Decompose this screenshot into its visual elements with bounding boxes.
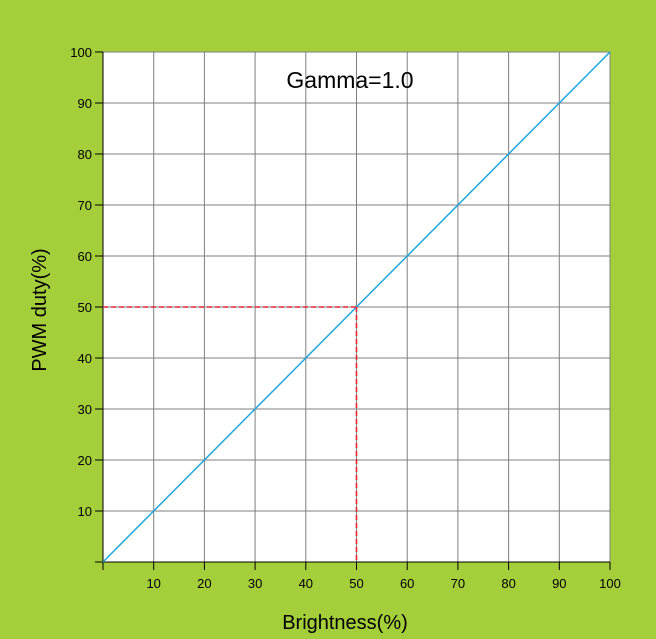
y-axis-label: PWM duty(%) bbox=[29, 248, 51, 371]
y-tick-label: 60 bbox=[78, 249, 92, 264]
x-tick-label: 30 bbox=[248, 576, 262, 591]
x-tick-label: 60 bbox=[400, 576, 414, 591]
x-tick-label: 100 bbox=[599, 576, 621, 591]
y-tick-label: 30 bbox=[78, 402, 92, 417]
x-tick-label: 20 bbox=[197, 576, 211, 591]
x-tick-label: 80 bbox=[501, 576, 515, 591]
y-tick-label: 10 bbox=[78, 504, 92, 519]
y-tick-label: 50 bbox=[78, 300, 92, 315]
axis-ticks bbox=[95, 51, 611, 570]
y-tick-label: 70 bbox=[78, 198, 92, 213]
y-tick-label: 20 bbox=[78, 453, 92, 468]
x-tick-label: 70 bbox=[451, 576, 465, 591]
y-tick-label: 90 bbox=[78, 96, 92, 111]
x-tick-label: 50 bbox=[349, 576, 363, 591]
x-tick-label: 90 bbox=[552, 576, 566, 591]
guide-lines bbox=[103, 306, 358, 562]
tick-labels: 10 20 30 40 50 60 70 80 90 100 10 20 30 40 50 60 70 80 90 1… bbox=[70, 45, 621, 591]
y-tick-label: 80 bbox=[78, 147, 92, 162]
x-tick-label: 10 bbox=[146, 576, 160, 591]
y-tick-label: 40 bbox=[78, 351, 92, 366]
x-axis-label: Brightness(%) bbox=[282, 612, 408, 634]
x-tick-label: 40 bbox=[299, 576, 313, 591]
y-tick-label: 100 bbox=[70, 45, 92, 60]
chart-annotation: Gamma=1.0 bbox=[286, 67, 413, 93]
grid-lines bbox=[103, 52, 610, 562]
